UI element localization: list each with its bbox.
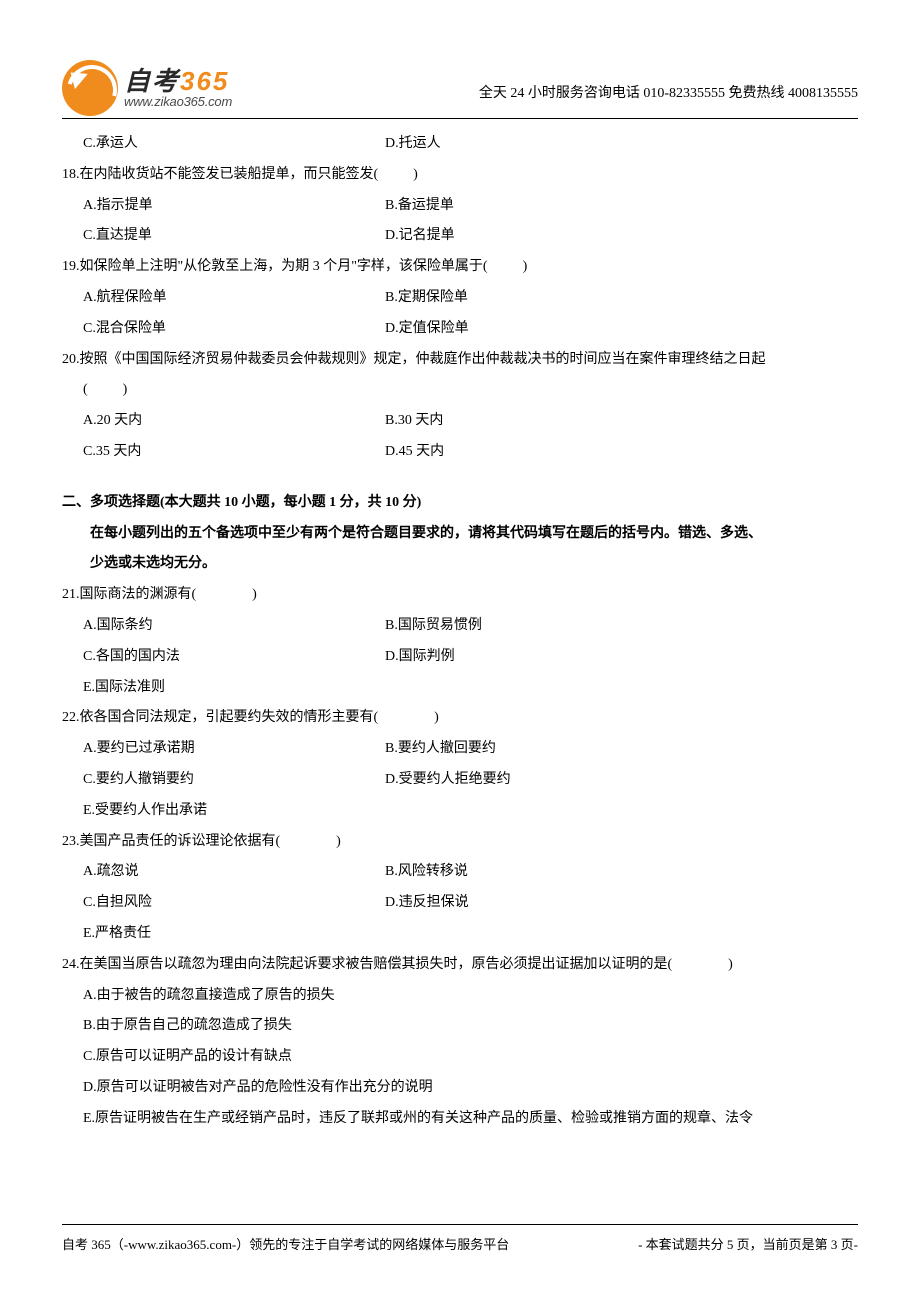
q20-paren-line: (): [62, 375, 858, 406]
q21-paren-close: ): [252, 587, 257, 602]
q23-options-cd: C.自担风险 D.违反担保说: [62, 888, 858, 919]
q21-options-ab: A.国际条约 B.国际贸易惯例: [62, 611, 858, 642]
section2-instr-line1: 在每小题列出的五个备选项中至少有两个是符合题目要求的，请将其代码填写在题后的括号…: [62, 519, 858, 550]
q18-stem: 18.在内陆收货站不能签发已装船提单，而只能签发(): [62, 160, 858, 191]
q22-options-ab: A.要约已过承诺期 B.要约人撤回要约: [62, 734, 858, 765]
q24-stem-text: 24.在美国当原告以疏忽为理由向法院起诉要求被告赔偿其损失时，原告必须提出证据加…: [62, 957, 672, 972]
q22-opt-c: C.要约人撤销要约: [83, 765, 385, 796]
q19-stem-text: 19.如保险单上注明"从伦敦至上海，为期 3 个月"字样，该保险单属于(: [62, 259, 488, 274]
q23-paren-close: ): [336, 834, 341, 849]
q19-opt-d: D.定值保险单: [385, 314, 858, 345]
q23-opt-e: E.严格责任: [62, 919, 858, 950]
q20-paren-close: ): [123, 382, 128, 397]
logo-cn-prefix: 自考: [124, 66, 180, 96]
q23-opt-c: C.自担风险: [83, 888, 385, 919]
q20-options-cd: C.35 天内 D.45 天内: [62, 437, 858, 468]
q24-stem: 24.在美国当原告以疏忽为理由向法院起诉要求被告赔偿其损失时，原告必须提出证据加…: [62, 950, 858, 981]
q18-opt-d: D.记名提单: [385, 221, 858, 252]
page-header: 自考365 www.zikao365.com 全天 24 小时服务咨询电话 01…: [62, 60, 858, 119]
q21-opt-d: D.国际判例: [385, 642, 858, 673]
q21-options-cd: C.各国的国内法 D.国际判例: [62, 642, 858, 673]
q17-opt-d: D.托运人: [385, 129, 858, 160]
q23-opt-b: B.风险转移说: [385, 857, 858, 888]
q20-options-ab: A.20 天内 B.30 天内: [62, 406, 858, 437]
q24-opt-d: D.原告可以证明被告对产品的危险性没有作出充分的说明: [62, 1073, 858, 1104]
q19-options-cd: C.混合保险单 D.定值保险单: [62, 314, 858, 345]
q22-paren-close: ): [434, 710, 439, 725]
q17-opt-c: C.承运人: [83, 129, 385, 160]
logo-title: 自考365: [124, 67, 232, 96]
q23-opt-d: D.违反担保说: [385, 888, 858, 919]
section2-instr-line2: 少选或未选均无分。: [62, 549, 858, 580]
q22-opt-b: B.要约人撤回要约: [385, 734, 858, 765]
q24-opt-b: B.由于原告自己的疏忽造成了损失: [62, 1011, 858, 1042]
q18-paren-close: ): [413, 167, 418, 182]
q18-options-ab: A.指示提单 B.备运提单: [62, 191, 858, 222]
logo-url: www.zikao365.com: [124, 95, 232, 109]
q21-stem-text: 21.国际商法的渊源有(: [62, 587, 196, 602]
q18-options-cd: C.直达提单 D.记名提单: [62, 221, 858, 252]
q23-stem-text: 23.美国产品责任的诉讼理论依据有(: [62, 834, 280, 849]
page-footer: 自考 365（-www.zikao365.com-）领先的专注于自学考试的网络媒…: [62, 1224, 858, 1255]
q24-opt-a: A.由于被告的疏忽直接造成了原告的损失: [62, 981, 858, 1012]
q19-stem: 19.如保险单上注明"从伦敦至上海，为期 3 个月"字样，该保险单属于(): [62, 252, 858, 283]
logo: 自考365 www.zikao365.com: [62, 60, 232, 116]
q18-stem-text: 18.在内陆收货站不能签发已装船提单，而只能签发(: [62, 167, 378, 182]
q23-stem: 23.美国产品责任的诉讼理论依据有(): [62, 827, 858, 858]
q22-stem-text: 22.依各国合同法规定，引起要约失效的情形主要有(: [62, 710, 378, 725]
q22-options-cd: C.要约人撤销要约 D.受要约人拒绝要约: [62, 765, 858, 796]
q19-opt-b: B.定期保险单: [385, 283, 858, 314]
q21-opt-b: B.国际贸易惯例: [385, 611, 858, 642]
q20-paren-open: (: [83, 382, 88, 397]
q24-opt-e: E.原告证明被告在生产或经销产品时，违反了联邦或州的有关这种产品的质量、检验或推…: [62, 1104, 858, 1135]
q23-options-ab: A.疏忽说 B.风险转移说: [62, 857, 858, 888]
q19-paren-close: ): [523, 259, 528, 274]
q22-opt-e: E.受要约人作出承诺: [62, 796, 858, 827]
logo-icon: [62, 60, 118, 116]
q19-options-ab: A.航程保险单 B.定期保险单: [62, 283, 858, 314]
q20-opt-a: A.20 天内: [83, 406, 385, 437]
q19-opt-c: C.混合保险单: [83, 314, 385, 345]
footer-left: 自考 365（-www.zikao365.com-）领先的专注于自学考试的网络媒…: [62, 1235, 509, 1255]
q21-opt-e: E.国际法准则: [62, 673, 858, 704]
q23-opt-a: A.疏忽说: [83, 857, 385, 888]
q18-opt-a: A.指示提单: [83, 191, 385, 222]
q20-opt-d: D.45 天内: [385, 437, 858, 468]
q21-opt-a: A.国际条约: [83, 611, 385, 642]
q20-opt-b: B.30 天内: [385, 406, 858, 437]
q20-opt-c: C.35 天内: [83, 437, 385, 468]
q18-opt-b: B.备运提单: [385, 191, 858, 222]
footer-right: - 本套试题共分 5 页，当前页是第 3 页-: [638, 1235, 858, 1255]
q24-opt-c: C.原告可以证明产品的设计有缺点: [62, 1042, 858, 1073]
q17-options-cd: C.承运人 D.托运人: [62, 129, 858, 160]
q22-opt-d: D.受要约人拒绝要约: [385, 765, 858, 796]
q22-stem: 22.依各国合同法规定，引起要约失效的情形主要有(): [62, 703, 858, 734]
logo-cn-num: 365: [180, 66, 229, 96]
q24-paren-close: ): [728, 957, 733, 972]
q20-stem: 20.按照《中国国际经济贸易仲裁委员会仲裁规则》规定，仲裁庭作出仲裁裁决书的时间…: [62, 345, 858, 376]
exam-content: C.承运人 D.托运人 18.在内陆收货站不能签发已装船提单，而只能签发() A…: [62, 129, 858, 1135]
q21-opt-c: C.各国的国内法: [83, 642, 385, 673]
section2-title: 二、多项选择题(本大题共 10 小题，每小题 1 分，共 10 分): [62, 488, 858, 519]
logo-text: 自考365 www.zikao365.com: [124, 67, 232, 110]
header-contact: 全天 24 小时服务咨询电话 010-82335555 免费热线 4008135…: [479, 79, 858, 116]
q19-opt-a: A.航程保险单: [83, 283, 385, 314]
q18-opt-c: C.直达提单: [83, 221, 385, 252]
q22-opt-a: A.要约已过承诺期: [83, 734, 385, 765]
q21-stem: 21.国际商法的渊源有(): [62, 580, 858, 611]
